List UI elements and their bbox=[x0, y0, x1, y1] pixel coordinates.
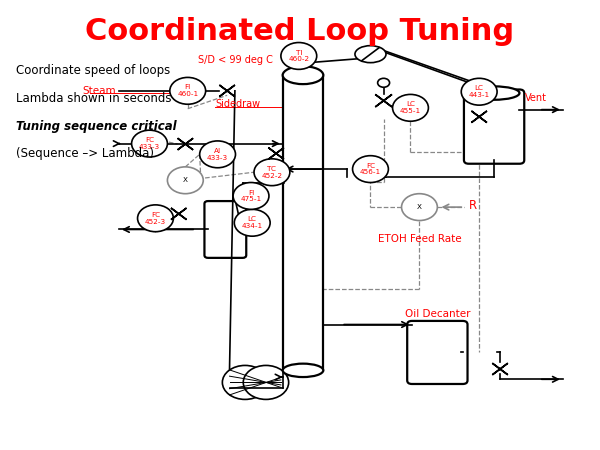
Text: FI
460-1: FI 460-1 bbox=[177, 85, 198, 97]
Circle shape bbox=[254, 159, 290, 186]
Polygon shape bbox=[171, 208, 187, 220]
Text: Vent: Vent bbox=[525, 93, 547, 104]
Text: Coordinate speed of loops: Coordinate speed of loops bbox=[16, 64, 170, 77]
Polygon shape bbox=[220, 85, 235, 97]
Circle shape bbox=[233, 183, 269, 209]
Text: FC
452-3: FC 452-3 bbox=[145, 212, 166, 225]
Text: Lambda shown in seconds: Lambda shown in seconds bbox=[16, 92, 172, 105]
Polygon shape bbox=[178, 138, 193, 150]
Polygon shape bbox=[220, 85, 235, 97]
FancyBboxPatch shape bbox=[464, 90, 524, 164]
Polygon shape bbox=[493, 363, 508, 375]
Text: X: X bbox=[183, 177, 188, 183]
Text: Oil Decanter: Oil Decanter bbox=[404, 310, 470, 320]
Text: AI
433-3: AI 433-3 bbox=[207, 148, 228, 161]
Polygon shape bbox=[268, 148, 284, 159]
Text: FI
475-1: FI 475-1 bbox=[241, 189, 262, 202]
Ellipse shape bbox=[469, 86, 520, 100]
FancyBboxPatch shape bbox=[283, 75, 323, 370]
Text: TC
452-2: TC 452-2 bbox=[262, 166, 283, 179]
Text: (Sequence –> Lambda): (Sequence –> Lambda) bbox=[16, 148, 154, 160]
Text: Steam: Steam bbox=[82, 86, 116, 96]
Text: Sidedraw: Sidedraw bbox=[215, 99, 260, 109]
Circle shape bbox=[200, 141, 235, 168]
Polygon shape bbox=[171, 208, 187, 220]
Polygon shape bbox=[472, 111, 487, 122]
Text: S/D < 99 deg C: S/D < 99 deg C bbox=[198, 55, 273, 65]
Circle shape bbox=[377, 78, 389, 87]
FancyBboxPatch shape bbox=[407, 321, 467, 384]
Ellipse shape bbox=[355, 45, 386, 63]
Text: TI
460-2: TI 460-2 bbox=[288, 50, 310, 63]
Circle shape bbox=[243, 365, 289, 400]
Circle shape bbox=[401, 194, 437, 220]
Polygon shape bbox=[375, 94, 392, 107]
Polygon shape bbox=[375, 94, 392, 107]
Circle shape bbox=[353, 156, 388, 183]
FancyBboxPatch shape bbox=[205, 201, 246, 258]
Circle shape bbox=[461, 78, 497, 105]
Polygon shape bbox=[268, 148, 284, 159]
Text: Coordinated Loop Tuning: Coordinated Loop Tuning bbox=[85, 17, 515, 46]
Circle shape bbox=[223, 365, 268, 400]
Polygon shape bbox=[472, 111, 487, 122]
Polygon shape bbox=[493, 363, 508, 375]
Circle shape bbox=[131, 130, 167, 157]
Ellipse shape bbox=[283, 66, 323, 84]
Circle shape bbox=[170, 77, 206, 104]
Circle shape bbox=[281, 43, 317, 69]
Text: X: X bbox=[417, 204, 422, 210]
Text: FC
433-3: FC 433-3 bbox=[139, 137, 160, 150]
Text: ETOH Feed Rate: ETOH Feed Rate bbox=[377, 234, 461, 244]
Text: LC
455-1: LC 455-1 bbox=[400, 101, 421, 114]
Text: Tuning sequence critical: Tuning sequence critical bbox=[16, 120, 177, 133]
Text: R: R bbox=[469, 199, 476, 212]
Text: FC
456-1: FC 456-1 bbox=[360, 163, 381, 176]
Text: LC
434-1: LC 434-1 bbox=[242, 216, 263, 229]
Circle shape bbox=[392, 94, 428, 121]
Circle shape bbox=[235, 209, 270, 236]
Circle shape bbox=[167, 167, 203, 194]
Polygon shape bbox=[178, 138, 193, 150]
Text: LC
443-1: LC 443-1 bbox=[469, 86, 490, 98]
Circle shape bbox=[137, 205, 173, 232]
Ellipse shape bbox=[283, 364, 323, 377]
